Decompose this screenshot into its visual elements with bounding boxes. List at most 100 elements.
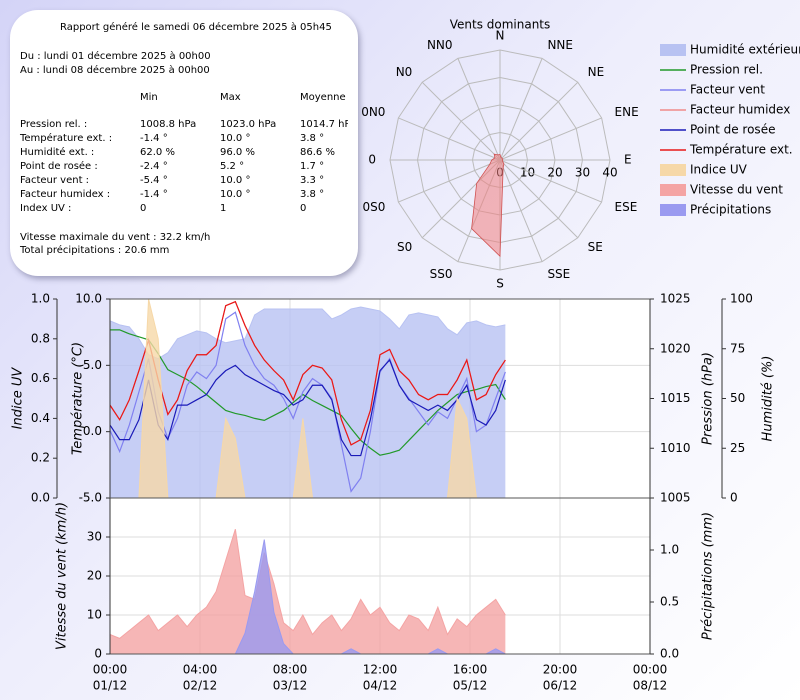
report-label: Pression rel. : (20, 119, 88, 130)
report-label: Facteur humidex : (20, 189, 111, 200)
x-tick-label: 16:00 (453, 663, 488, 677)
y-tick-label: 20 (87, 569, 102, 583)
report-panel: Rapport généré le samedi 06 décembre 202… (10, 10, 358, 276)
y-tick-label: 1.0 (31, 292, 50, 306)
direction-label: E (624, 153, 632, 167)
report-title: Rapport généré le samedi 06 décembre 202… (60, 22, 332, 33)
r-tick-label: 40 (602, 166, 617, 180)
axis-title: Vitesse du vent (km/h) (55, 502, 70, 650)
footer-line: Vitesse maximale du vent : 32.2 km/h (20, 232, 211, 243)
legend-swatch (660, 184, 686, 196)
legend-label: Humidité extérieure (690, 43, 800, 57)
y-tick-label: 1025 (660, 292, 691, 306)
spoke (398, 117, 501, 161)
report-value: 1008.8 hPa (140, 119, 197, 130)
direction-label: 0S0 (363, 200, 386, 214)
y-tick-label: 0 (730, 491, 738, 505)
area-line (109, 529, 506, 639)
report-value: 1014.7 hPa (300, 119, 348, 130)
r-tick-label: 20 (547, 166, 562, 180)
direction-label: NE (588, 65, 605, 79)
y-tick-label: 10.0 (75, 292, 102, 306)
direction-label: N (496, 29, 505, 43)
direction-label: ENE (615, 105, 639, 119)
report-label: Facteur vent : (20, 175, 90, 186)
area-fill (110, 299, 506, 498)
report-value: 62.0 % (140, 147, 175, 158)
y-tick-label: 1.0 (660, 543, 679, 557)
direction-label: 0N0 (361, 105, 385, 119)
direction-label: SSE (547, 267, 570, 281)
x-tick-label: 00:00 (93, 663, 128, 677)
axis-title: Humidité (%) (761, 356, 776, 442)
r-tick-label: 10 (520, 166, 535, 180)
x-tick-label: 08/12 (633, 679, 668, 693)
report-value: 10.0 ° (220, 175, 251, 186)
y-tick-label: 0.6 (31, 371, 50, 385)
report-value: 96.0 % (220, 147, 255, 158)
x-tick-label: 05/12 (453, 679, 488, 693)
direction-label: S (496, 277, 504, 291)
spoke (457, 58, 501, 161)
area-line (109, 306, 506, 360)
series-line (109, 311, 506, 493)
x-tick-label: 12:00 (363, 663, 398, 677)
direction-label: 0 (368, 153, 376, 167)
spoke (499, 159, 543, 262)
y-tick-label: 100 (730, 292, 753, 306)
legend-swatch (660, 164, 686, 176)
spoke (499, 159, 579, 239)
column-header: Moyenne (300, 92, 346, 103)
report-value: 1 (220, 203, 227, 214)
x-tick-label: 04/12 (363, 679, 398, 693)
report-value: 10.0 ° (220, 189, 251, 200)
x-tick-label: 04:00 (183, 663, 218, 677)
x-tick-label: 00:00 (633, 663, 668, 677)
direction-label: N0 (396, 65, 413, 79)
report-value: 5.2 ° (220, 161, 245, 172)
y-tick-label: 0 (94, 647, 102, 661)
x-tick-label: 06/12 (543, 679, 578, 693)
spoke (421, 81, 501, 161)
y-tick-label: 0.4 (31, 411, 50, 425)
y-tick-label: 0.2 (31, 451, 50, 465)
legend-swatch (660, 204, 686, 216)
report-value: 3.3 ° (300, 175, 325, 186)
period: Du : lundi 01 décembre 2025 à 00h00 (20, 51, 211, 62)
spoke (499, 81, 579, 161)
direction-label: SS0 (430, 267, 453, 281)
y-tick-label: 1015 (660, 391, 691, 405)
report-label: Humidité ext. : (20, 147, 95, 158)
y-tick-label: 0.0 (660, 647, 679, 661)
report-value: -2.4 ° (140, 161, 168, 172)
axis-title: Pression (hPa) (701, 352, 716, 445)
spoke (398, 159, 501, 203)
report-value: 1023.0 hPa (220, 119, 277, 130)
series-line (109, 358, 506, 457)
x-tick-label: 08:00 (273, 663, 308, 677)
y-tick-label: 0.8 (31, 331, 50, 345)
wind-area (471, 153, 505, 258)
y-tick-label: 30 (87, 530, 102, 544)
direction-label: ESE (615, 200, 638, 214)
axis-title: Température (°C) (71, 342, 86, 455)
spoke (499, 117, 602, 161)
footer-line: Total précipitations : 20.6 mm (20, 245, 170, 256)
axis-title: Précipitations (mm) (701, 512, 716, 640)
legend-label: Facteur vent (690, 83, 765, 97)
report-label: Température ext. : (20, 133, 113, 144)
direction-label: SE (588, 240, 603, 254)
report-value: 0 (300, 203, 307, 214)
y-tick-label: -5.0 (79, 491, 102, 505)
series-line (109, 300, 506, 446)
r-tick-label: 30 (575, 166, 590, 180)
period: Au : lundi 08 décembre 2025 à 00h00 (20, 65, 210, 76)
legend-label: Température ext. (689, 143, 793, 157)
report-value: 3.8 ° (300, 189, 325, 200)
legend-label: Vitesse du vent (690, 183, 783, 197)
legend-label: Précipitations (690, 203, 771, 217)
y-tick-label: 25 (730, 441, 745, 455)
report-value: 3.8 ° (300, 133, 325, 144)
y-tick-label: 0.5 (660, 595, 679, 609)
